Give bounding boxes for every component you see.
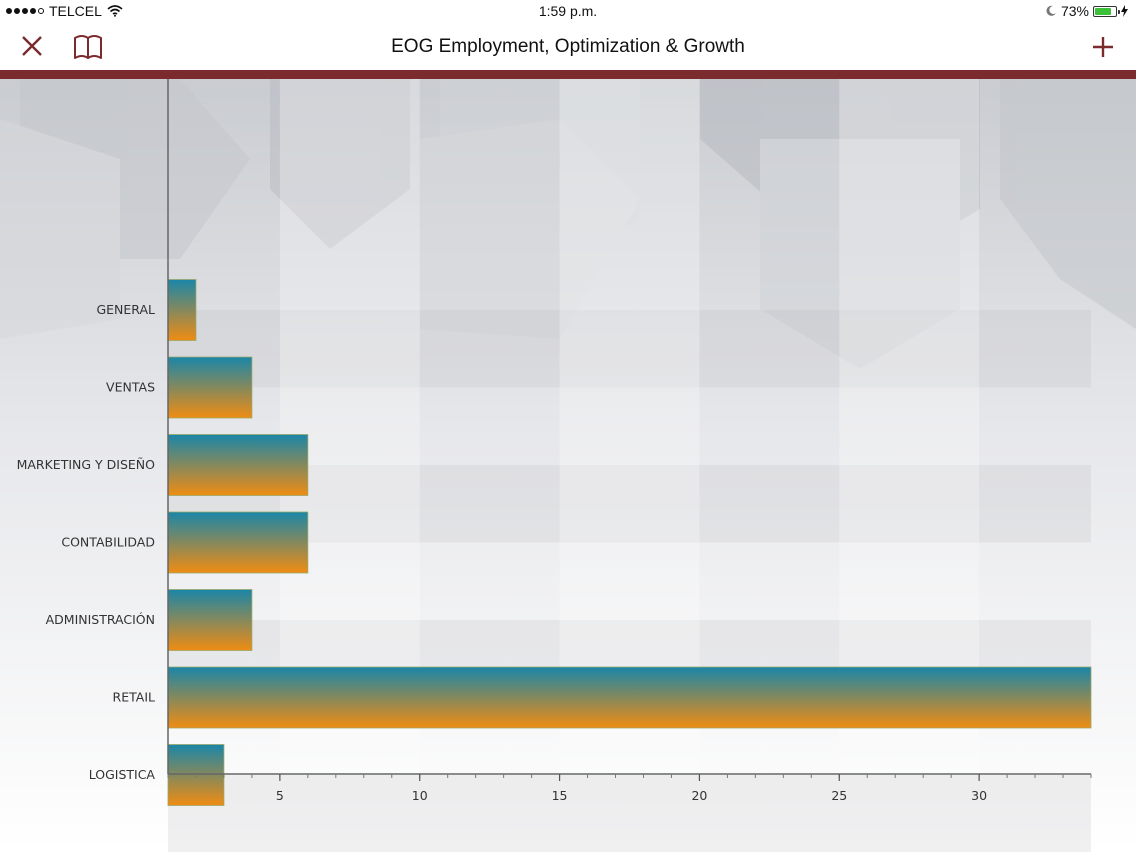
close-button[interactable] — [17, 32, 47, 62]
bar-0 — [167, 279, 197, 341]
signal-icon — [6, 8, 44, 14]
battery-percent: 73% — [1060, 3, 1089, 19]
grid-column — [839, 79, 980, 774]
category-labels: GENERAL VENTAS MARKETING Y DISEÑO CONTABILI… — [17, 302, 156, 782]
close-icon — [22, 36, 42, 56]
grid-column — [279, 79, 420, 774]
grid-band — [168, 310, 1091, 388]
library-button[interactable] — [72, 32, 106, 62]
x-tick-label: 10 — [412, 788, 428, 803]
accent-bar — [0, 70, 1136, 79]
bar-3 — [167, 511, 309, 574]
category-label: MARKETING Y DISEÑO — [17, 457, 156, 472]
plus-icon — [1093, 37, 1113, 57]
category-label: VENTAS — [106, 380, 155, 395]
status-time: 1:59 p.m. — [538, 3, 598, 19]
nav-bar: EOG Employment, Optimization & Growth — [0, 24, 1136, 70]
grid-band — [168, 775, 1091, 852]
book-icon — [74, 35, 102, 59]
category-label: RETAIL — [113, 690, 155, 705]
battery-icon — [1093, 5, 1120, 17]
category-label: CONTABILIDAD — [61, 535, 155, 550]
page-title: EOG Employment, Optimization & Growth — [391, 36, 745, 57]
x-tick-label: 30 — [971, 788, 987, 803]
bar-1 — [167, 356, 253, 419]
wifi-icon — [107, 5, 123, 17]
bar-2 — [167, 434, 309, 496]
x-tick-label: 15 — [552, 788, 568, 803]
background-pattern — [0, 79, 1136, 369]
bar-chart: GENERAL VENTAS MARKETING Y DISEÑO CONTABILI… — [0, 79, 1136, 852]
add-button[interactable] — [1088, 32, 1118, 62]
charging-icon — [1121, 5, 1128, 17]
status-left: TELCEL — [6, 3, 123, 19]
grid-column — [559, 79, 700, 774]
x-tick-label: 20 — [691, 788, 707, 803]
status-right: 73% — [1045, 3, 1128, 19]
category-label: GENERAL — [96, 302, 155, 317]
moon-icon — [1046, 5, 1056, 16]
bar-5 — [167, 666, 1092, 729]
bar-4 — [167, 589, 253, 651]
status-bar: TELCEL 1:59 p.m. 73% — [0, 0, 1136, 24]
carrier-label: TELCEL — [49, 3, 102, 19]
chart-area: GENERAL VENTAS MARKETING Y DISEÑO CONTABILI… — [0, 79, 1136, 852]
x-tick-label: 25 — [831, 788, 847, 803]
bars — [167, 279, 1092, 806]
grid-band — [168, 465, 1091, 543]
x-ticks: 5 10 15 20 25 30 — [167, 774, 1092, 803]
category-label: ADMINISTRACIÓN — [46, 612, 155, 627]
x-tick-label: 5 — [276, 788, 284, 803]
category-label: LOGISTICA — [89, 767, 156, 782]
